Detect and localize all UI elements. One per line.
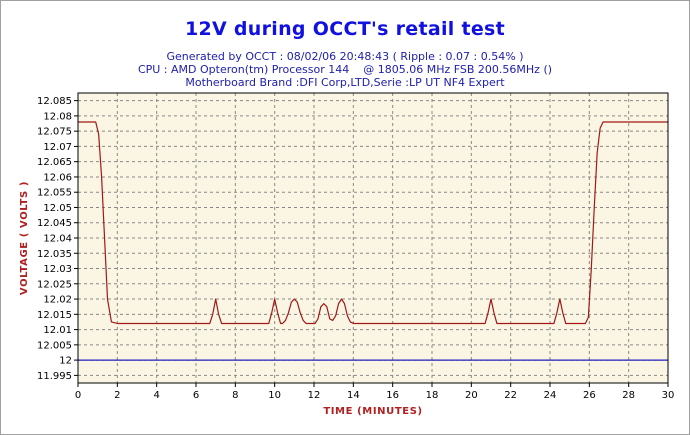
y-tick-label: 12.065 <box>37 157 72 168</box>
y-tick-label: 12 <box>59 356 72 367</box>
chart-subtitle-generated: Generated by OCCT : 08/02/06 20:48:43 ( … <box>166 50 524 63</box>
x-tick-label: 2 <box>114 390 120 401</box>
y-tick-label: 12.07 <box>43 142 72 153</box>
y-tick-label: 12.02 <box>43 295 72 306</box>
x-tick-label: 18 <box>426 390 439 401</box>
y-tick-label: 12.05 <box>43 203 72 214</box>
y-tick-label: 12.04 <box>43 234 72 245</box>
y-axis-label: VOLTAGE ( VOLTS ) <box>19 181 30 295</box>
y-tick-label: 12.06 <box>43 172 72 183</box>
x-tick-label: 30 <box>662 390 675 401</box>
y-tick-label: 12.025 <box>37 279 72 290</box>
y-tick-label: 12.08 <box>43 111 72 122</box>
voltage-series-line <box>78 121 668 325</box>
x-tick-label: 12 <box>308 390 321 401</box>
x-tick-label: 10 <box>268 390 281 401</box>
x-axis-label: TIME (MINUTES) <box>323 406 422 417</box>
series-layer <box>78 121 668 361</box>
x-tick-label: 6 <box>193 390 199 401</box>
x-tick-label: 0 <box>75 390 81 401</box>
y-tick-label: 12.055 <box>37 188 72 199</box>
x-tick-label: 16 <box>386 390 399 401</box>
x-tick-label: 26 <box>583 390 596 401</box>
x-tick-label: 4 <box>153 390 159 401</box>
axis-ticks: 0 2 4 6 8 10 12 14 16 18 20 22 24 26 28 3011.9951212.00… <box>37 96 674 401</box>
chart-subtitle-cpu: CPU : AMD Opteron(tm) Processor 144 @ 18… <box>137 63 553 76</box>
chart-title: 12V during OCCT's retail test <box>184 18 506 40</box>
y-tick-label: 12.045 <box>37 218 72 229</box>
y-tick-label: 12.035 <box>37 249 72 260</box>
y-tick-label: 12.03 <box>43 264 72 275</box>
x-tick-label: 22 <box>504 390 517 401</box>
x-tick-label: 20 <box>465 390 478 401</box>
x-tick-label: 14 <box>347 390 360 401</box>
chart-subtitle-motherboard: Motherboard Brand :DFI Corp,LTD,Serie :L… <box>185 76 505 89</box>
x-tick-label: 8 <box>232 390 238 401</box>
x-tick-label: 28 <box>622 390 635 401</box>
y-tick-label: 12.005 <box>37 340 72 351</box>
y-tick-label: 11.995 <box>37 371 72 382</box>
y-tick-label: 12.085 <box>37 96 72 107</box>
y-tick-label: 12.015 <box>37 310 72 321</box>
y-tick-label: 12.01 <box>43 325 72 336</box>
x-tick-label: 24 <box>544 390 557 401</box>
y-tick-label: 12.075 <box>37 127 72 138</box>
